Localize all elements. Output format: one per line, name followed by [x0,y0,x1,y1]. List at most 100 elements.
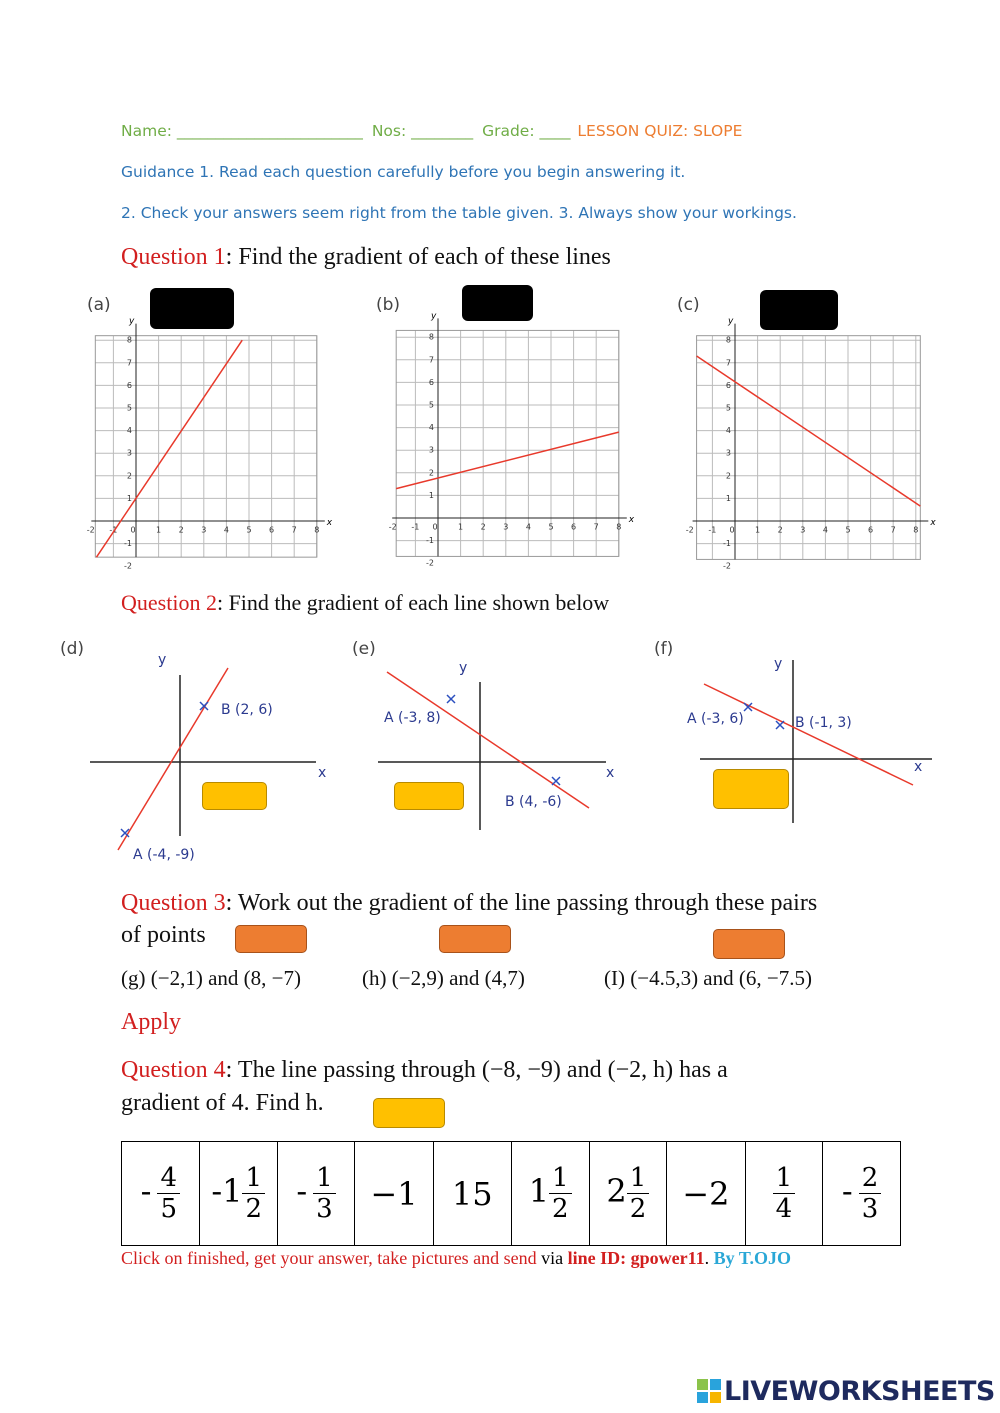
nos-label: Nos: ________ [371,122,474,140]
question-3: Question 3: Work out the gradient of the… [121,890,817,917]
author: By T.OJO [713,1248,792,1268]
answer-box[interactable] [760,290,838,330]
x-tick-label: 5 [845,526,850,535]
x-tick-label: 7 [891,526,896,535]
answer-box[interactable] [462,285,533,321]
whole: −2 [682,1174,730,1213]
x-tick-label: -2 [87,526,95,535]
y-tick-label: 7 [726,358,731,367]
sign: - [296,1172,308,1210]
y-tick-label: -2 [426,559,434,568]
numerator: 1 [626,1163,650,1194]
answer-box[interactable] [150,288,234,329]
grade-label: Grade: ____ [482,122,571,140]
answer-box[interactable] [394,782,464,810]
denominator: 4 [775,1194,793,1224]
denominator: 5 [160,1194,178,1224]
y-tick-label: 7 [429,355,434,364]
y-tick-label: 8 [726,336,731,345]
answer-box[interactable] [202,782,267,810]
numerator: 1 [242,1163,266,1194]
question-text: : The line passing through (−8, −9) and … [225,1057,728,1083]
x-tick-label: 0 [432,523,437,532]
point-label: B (2, 6) [221,702,273,718]
axis-label: x [326,518,333,528]
answer-cell[interactable]: −2 [666,1141,746,1246]
x-tick-label: 4 [526,523,531,532]
y-tick-label: 6 [127,381,132,390]
answer-cell[interactable]: −1 [354,1141,434,1246]
x-tick-label: 1 [458,523,463,532]
answer-box[interactable] [235,925,307,953]
y-tick-label: -2 [124,562,132,571]
axis-label: x [318,765,326,781]
denominator: 2 [552,1194,569,1224]
x-tick-label: 8 [616,523,621,532]
y-tick-label: 2 [127,471,132,480]
guidance: Guidance 1. Read each question carefully… [121,163,686,181]
numerator: 1 [549,1163,572,1194]
y-tick-label: 5 [429,401,434,410]
whole: 2 [606,1172,627,1210]
y-tick-label: 5 [726,404,731,413]
whole: 1 [528,1172,550,1210]
footer-text: Click on finished, get your answer, take… [121,1248,537,1268]
x-tick-label: 8 [913,526,918,535]
graph-tag: (c) [677,295,700,315]
x-tick-label: 4 [224,526,229,535]
axis-label: x [606,765,614,781]
y-tick-label: 3 [726,449,731,458]
grid-border [395,329,620,557]
guidance: 2. Check your answers seem right from th… [121,204,797,222]
denominator: 3 [316,1194,333,1224]
footer-via: via [541,1248,564,1268]
answer-box[interactable] [713,769,789,809]
x-tick-label: 1 [755,526,760,535]
question-text: : Find the gradient of each of these lin… [225,244,611,270]
brand: LIVEWORKSHEETS [696,1376,995,1407]
y-tick-label: 4 [726,426,731,435]
y-tick-label: 3 [127,449,132,458]
y-tick-label: 6 [726,381,731,390]
y-tick-label: 1 [429,491,434,500]
answer-cell[interactable]: -1 1 2 [198,1141,278,1246]
x-tick-label: 0 [130,526,135,535]
y-tick-label: -2 [723,562,731,571]
denominator: 2 [245,1194,263,1224]
graph-tag: (a) [87,295,111,315]
answer-box[interactable] [373,1098,445,1128]
question-label: Question 3 [121,890,226,916]
x-tick-label: -1 [411,523,419,532]
point-label: B (4, -6) [505,794,562,810]
y-tick-label: 2 [726,471,731,480]
answer-cell[interactable]: 15 [432,1141,512,1246]
answer-box[interactable] [713,929,785,959]
part: (h) (−2,9) and (4,7) [362,966,525,990]
y-tick-label: 4 [127,426,132,435]
question-label: Question 1 [121,244,226,270]
axis-label: x [628,515,635,525]
x-tick-label: 6 [269,526,274,535]
answer-box[interactable] [439,925,511,953]
x-tick-label: -2 [686,526,694,535]
apply-heading: Apply [121,1009,181,1035]
y-tick-label: 6 [429,378,434,387]
y-tick-label: 3 [429,446,434,455]
question-2: Question 2: Find the gradient of each li… [121,590,609,616]
y-tick-label: 7 [127,358,132,367]
diagram-tag: (d) [60,639,84,659]
x-tick-label: 7 [292,526,297,535]
question-text: : Find the gradient of each line shown b… [216,590,610,615]
axis-label: y [128,317,135,327]
axis-label: y [158,652,166,668]
